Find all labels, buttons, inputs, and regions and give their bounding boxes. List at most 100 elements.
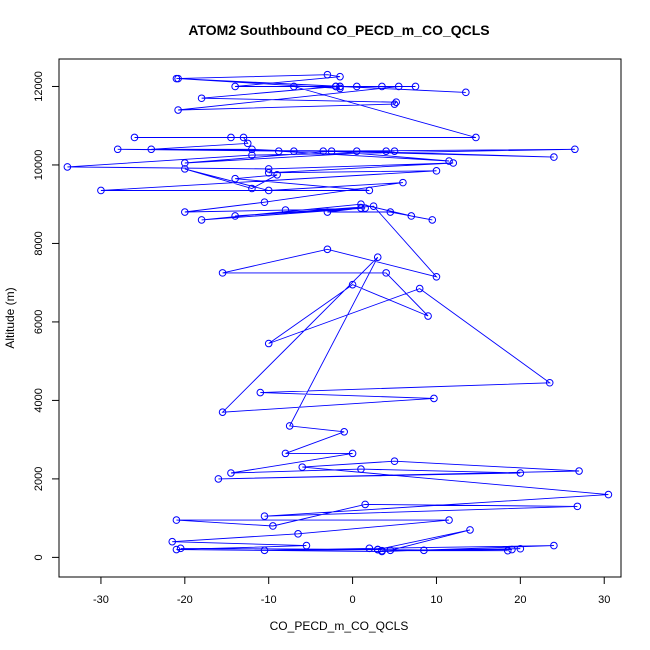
data-point [415, 284, 424, 293]
y-tick-label: 2000 [33, 467, 45, 491]
data-point [571, 145, 579, 154]
data-point [273, 170, 281, 179]
data-point [218, 408, 227, 416]
data-point [256, 388, 265, 397]
data-point [348, 280, 357, 289]
data-point [432, 167, 441, 175]
y-tick-label: 10000 [33, 150, 45, 181]
data-point [239, 133, 248, 142]
data-point [361, 500, 369, 509]
data-point [147, 145, 156, 154]
data-point [274, 147, 283, 156]
data-point [248, 151, 256, 159]
data-point [248, 184, 256, 193]
data-point [516, 469, 525, 477]
data-point [63, 163, 72, 171]
data-point [281, 449, 290, 458]
data-point [264, 186, 273, 195]
data-point [319, 147, 328, 156]
x-tick-label: 0 [350, 594, 356, 606]
data-point [394, 82, 403, 91]
data-point [231, 174, 239, 183]
data-point [392, 98, 401, 106]
x-tick-label: 10 [430, 594, 442, 606]
data-point [390, 100, 399, 108]
data-point [550, 541, 558, 550]
x-axis-label: CO_PECD_m_CO_QCLS [270, 619, 409, 633]
data-point [181, 159, 189, 167]
data-point [97, 186, 105, 195]
data-point [373, 253, 382, 261]
data-point [382, 269, 390, 277]
x-tick-label: 30 [598, 594, 610, 606]
data-point [503, 546, 512, 555]
data-point [172, 516, 181, 524]
data-point [472, 133, 480, 142]
data-point [390, 457, 399, 466]
y-axis-label: Altitude (m) [3, 287, 17, 348]
data-point [264, 339, 273, 348]
series-layer [63, 70, 613, 556]
data-point [445, 157, 453, 165]
data-point [174, 74, 182, 83]
data-point [373, 545, 382, 554]
data-point [378, 82, 386, 91]
data-point [269, 522, 277, 530]
data-point [260, 512, 269, 520]
series-line [67, 74, 609, 552]
data-point [399, 178, 407, 187]
data-point [575, 467, 583, 475]
y-tick-label: 0 [33, 554, 45, 560]
data-point [260, 546, 269, 555]
data-point [445, 516, 453, 524]
data-point [264, 165, 273, 173]
y-tick-label: 6000 [33, 310, 45, 334]
data-point [172, 545, 181, 554]
x-tick-label: -30 [93, 594, 109, 606]
data-point [386, 208, 395, 216]
data-point [174, 106, 182, 114]
data-point [424, 312, 432, 320]
data-point [214, 475, 223, 483]
data-point [365, 544, 374, 553]
data-point [281, 206, 290, 214]
data-point [264, 169, 273, 177]
data-point [550, 153, 558, 161]
data-point [336, 84, 344, 93]
data-point [378, 546, 386, 555]
data-point [323, 208, 332, 216]
data-point [197, 216, 206, 224]
data-point [430, 394, 438, 403]
data-point [382, 147, 390, 156]
data-point [508, 545, 516, 554]
data-point [357, 465, 365, 473]
data-point [290, 82, 298, 91]
data-point [294, 530, 302, 538]
data-point [390, 147, 399, 156]
data-point [466, 526, 474, 534]
data-point [323, 70, 332, 79]
data-point [357, 200, 365, 208]
data-point [336, 82, 344, 91]
data-point [197, 94, 206, 103]
data-point [336, 72, 344, 81]
data-point [113, 145, 122, 154]
data-point [290, 147, 298, 156]
data-point [604, 490, 613, 499]
data-point [285, 422, 294, 430]
data-point [357, 204, 365, 212]
data-point [340, 428, 348, 436]
data-point [243, 139, 252, 148]
x-tick-label: -20 [177, 594, 193, 606]
data-point [361, 204, 369, 212]
data-point [302, 541, 311, 550]
data-point [365, 186, 374, 195]
data-point [168, 537, 177, 546]
data-point [231, 212, 239, 220]
data-point [449, 159, 458, 167]
data-point [327, 147, 336, 156]
data-point [428, 216, 437, 224]
data-point [227, 469, 235, 477]
data-point [407, 212, 416, 220]
